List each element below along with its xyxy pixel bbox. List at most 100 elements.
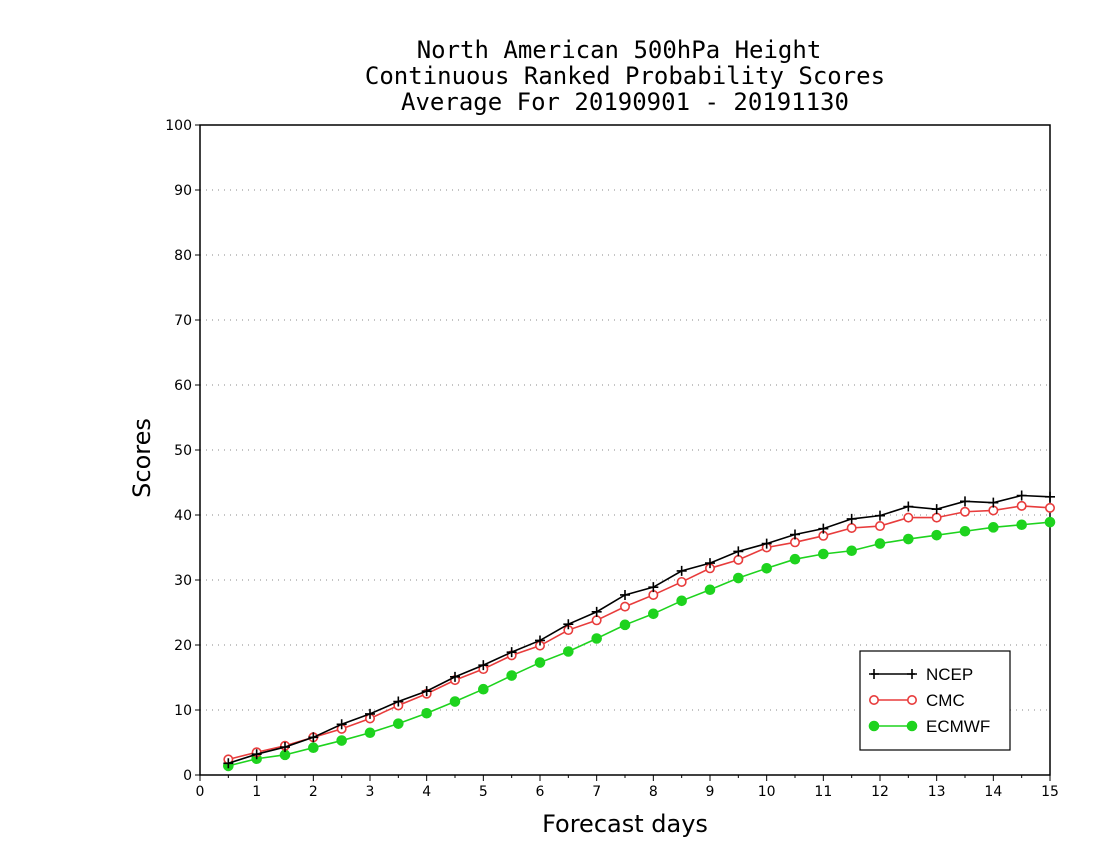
- ecmwf-point: [704, 584, 716, 596]
- ncep-point: [705, 558, 715, 569]
- y-tick-label: 60: [174, 378, 192, 394]
- ncep-point: [903, 501, 914, 512]
- x-tick-label: 0: [196, 784, 205, 800]
- data-series: [223, 490, 1056, 772]
- y-tick-label: 50: [174, 443, 192, 459]
- ncep-point: [535, 635, 545, 646]
- cmc-point: [1016, 500, 1027, 511]
- ncep-point: [931, 504, 942, 515]
- x-tick-label: 2: [309, 784, 318, 800]
- ecmwf-point: [506, 670, 517, 681]
- legend-marker-ncep: [869, 669, 879, 679]
- ecmwf-point: [676, 595, 687, 607]
- ecmwf-point: [761, 563, 772, 574]
- x-tick-label: 8: [649, 784, 658, 800]
- x-tick-label: 15: [1041, 784, 1059, 800]
- x-axis-label: Forecast days: [542, 810, 708, 838]
- ecmwf-point: [591, 633, 602, 644]
- cmc-point: [959, 506, 970, 517]
- chart-title-line-3: Average For 20190901 - 20191130: [401, 88, 849, 116]
- x-tick-label: 11: [814, 784, 832, 800]
- ecmwf-point: [931, 529, 942, 541]
- ncep-point: [421, 686, 432, 697]
- y-tick-label: 100: [165, 118, 192, 134]
- chart-title-line-1: North American 500hPa Height: [417, 36, 822, 64]
- y-tick-label: 0: [183, 768, 192, 784]
- ncep-point: [988, 497, 999, 508]
- ecmwf-point: [648, 608, 659, 620]
- y-tick-label: 40: [174, 508, 192, 524]
- ecmwf-point: [988, 522, 999, 533]
- legend-marker-ecmwf: [906, 720, 918, 732]
- y-tick-label: 30: [174, 573, 192, 589]
- x-tick-label: 12: [871, 784, 889, 800]
- ncep-point: [506, 647, 517, 658]
- ncep-point: [676, 565, 687, 576]
- y-tick-label: 10: [174, 703, 192, 719]
- ecmwf-point: [308, 742, 319, 754]
- ncep-point: [846, 513, 857, 524]
- ecmwf-point: [874, 538, 886, 549]
- ecmwf-point: [1044, 516, 1056, 528]
- ncep-point: [591, 606, 602, 617]
- ncep-point: [280, 742, 290, 753]
- legend-marker-ecmwf: [868, 720, 880, 732]
- ncep-point: [960, 496, 970, 507]
- ecmwf-point: [619, 619, 631, 631]
- x-tick-label: 10: [758, 784, 776, 800]
- ncep-point: [648, 582, 659, 593]
- ecmwf-point: [1016, 519, 1027, 531]
- ecmwf-point: [336, 735, 347, 746]
- cmc-point: [733, 554, 744, 565]
- legend-marker-cmc: [868, 694, 879, 705]
- ncep-point: [1016, 490, 1027, 501]
- ecmwf-point: [789, 553, 801, 565]
- cmc-point: [874, 521, 885, 532]
- ecmwf-point: [478, 683, 489, 695]
- x-tick-label: 5: [479, 784, 488, 800]
- ncep-point: [393, 696, 404, 707]
- ecmwf-point: [818, 548, 829, 560]
- cmc-point: [676, 576, 687, 587]
- legend-item-ecmwf: ECMWF: [868, 717, 990, 736]
- ncep-point: [251, 749, 262, 760]
- ecmwf-point: [364, 727, 376, 739]
- ncep-point: [761, 538, 772, 549]
- cmc-point: [619, 601, 630, 612]
- legend-marker-cmc: [906, 694, 917, 705]
- cmc-point: [846, 522, 857, 533]
- ecmwf-point: [449, 696, 461, 707]
- x-tick-label: 7: [592, 784, 601, 800]
- y-tick-label: 90: [174, 183, 192, 199]
- x-tick-label: 3: [366, 784, 375, 800]
- cmc-point: [591, 615, 602, 626]
- ecmwf-point: [846, 545, 857, 557]
- ncep-point: [733, 546, 744, 557]
- legend-label-cmc: CMC: [926, 691, 965, 710]
- legend: NCEP CMC ECMWF: [859, 650, 1011, 751]
- legend-label-ncep: NCEP: [926, 665, 973, 684]
- legend-marker-ncep: [907, 669, 917, 679]
- ncep-point: [365, 708, 375, 719]
- ncep-point: [450, 671, 460, 682]
- ecmwf-point: [959, 525, 971, 537]
- ecmwf-point: [563, 646, 574, 657]
- cmc-point: [903, 512, 914, 523]
- cmc-point: [1045, 502, 1056, 513]
- legend-label-ecmwf: ECMWF: [926, 717, 990, 736]
- legend-item-cmc: CMC: [868, 691, 965, 710]
- y-tick-label: 80: [174, 248, 192, 264]
- x-tick-label: 6: [536, 784, 545, 800]
- ncep-point: [336, 719, 347, 730]
- grid-lines: [200, 189, 1050, 711]
- x-tick-label: 1: [252, 784, 261, 800]
- ncep-point: [620, 589, 630, 600]
- ncep-point: [1045, 491, 1055, 502]
- legend-item-ncep: NCEP: [869, 665, 973, 684]
- y-tick-label: 20: [174, 638, 192, 654]
- ncep-point: [875, 510, 885, 521]
- chart-title-line-2: Continuous Ranked Probability Scores: [365, 62, 885, 90]
- ncep-point: [223, 758, 234, 769]
